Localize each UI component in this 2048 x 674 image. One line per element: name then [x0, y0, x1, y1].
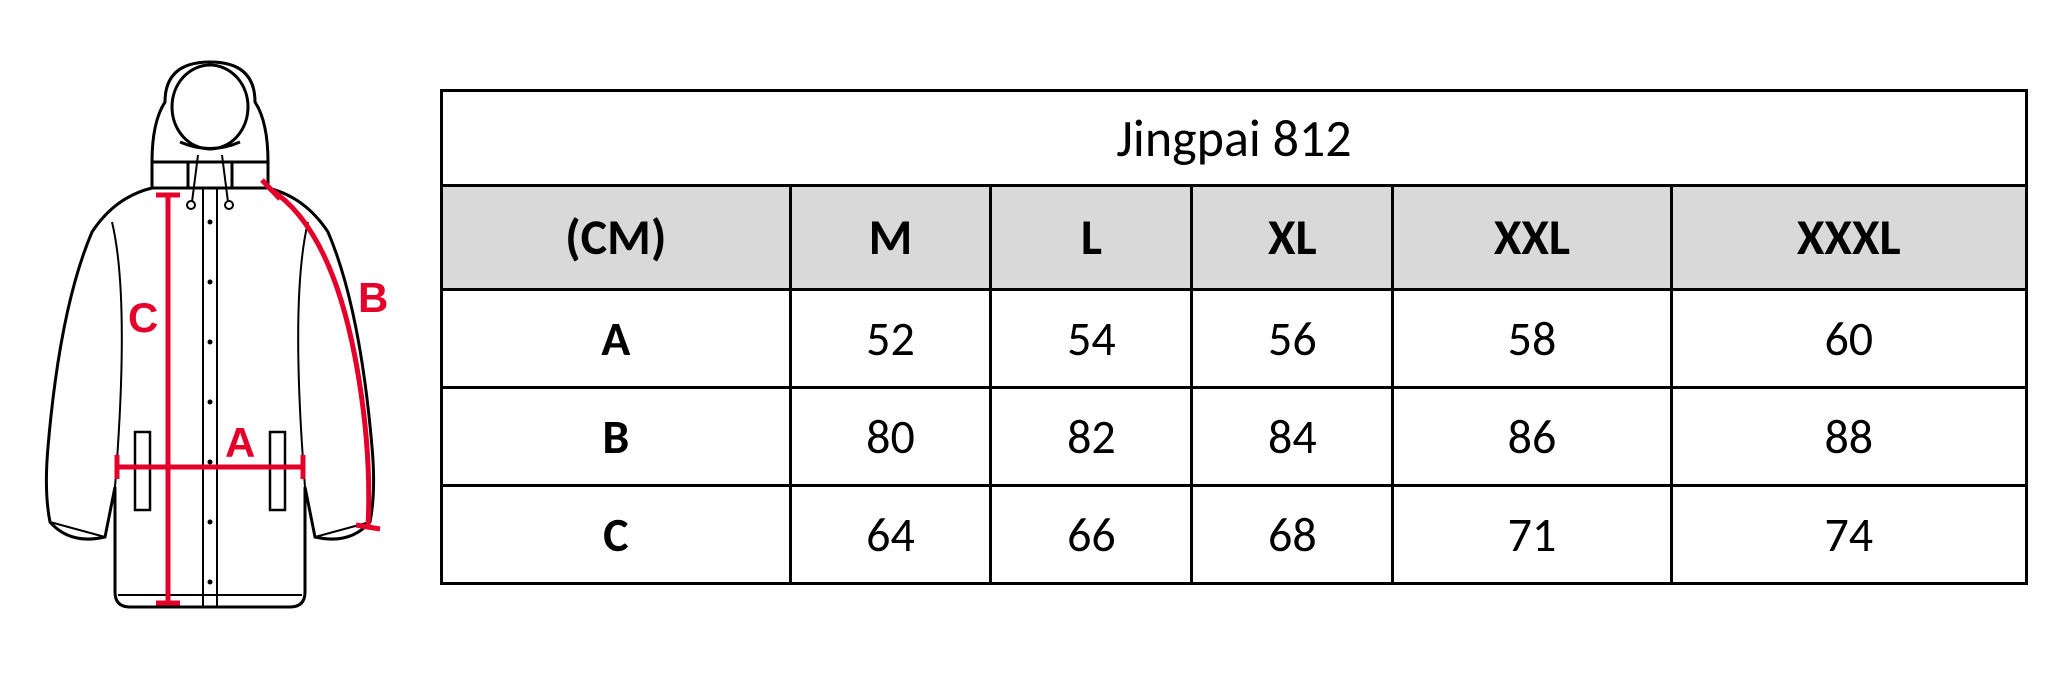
diagram-label-c: C [128, 294, 158, 341]
measure-label: B [442, 388, 791, 486]
measure-value: 56 [1192, 290, 1393, 388]
size-header: XL [1192, 186, 1393, 290]
jacket-diagram: A C B [20, 47, 400, 627]
size-header: XXXL [1671, 186, 2026, 290]
measure-value: 60 [1671, 290, 2026, 388]
diagram-label-a: A [225, 419, 255, 466]
size-header: L [991, 186, 1192, 290]
measure-value: 68 [1192, 486, 1393, 584]
size-chart-table: Jingpai 812 (CM) M L XL XXL XXXL A 52 54… [440, 89, 2028, 585]
diagram-label-b: B [358, 274, 388, 321]
measure-value: 84 [1192, 388, 1393, 486]
measure-value: 64 [790, 486, 991, 584]
unit-header: (CM) [442, 186, 791, 290]
measure-value: 74 [1671, 486, 2026, 584]
measure-label: A [442, 290, 791, 388]
size-header: XXL [1393, 186, 1671, 290]
measure-value: 71 [1393, 486, 1671, 584]
size-header: M [790, 186, 991, 290]
measure-value: 52 [790, 290, 991, 388]
table-header-row: (CM) M L XL XXL XXXL [442, 186, 2027, 290]
measure-value: 82 [991, 388, 1192, 486]
measure-label: C [442, 486, 791, 584]
measure-value: 88 [1671, 388, 2026, 486]
table-row: A 52 54 56 58 60 [442, 290, 2027, 388]
measure-value: 86 [1393, 388, 1671, 486]
product-title: Jingpai 812 [442, 91, 2027, 186]
table-row: C 64 66 68 71 74 [442, 486, 2027, 584]
table-row: B 80 82 84 86 88 [442, 388, 2027, 486]
measure-value: 66 [991, 486, 1192, 584]
measure-value: 80 [790, 388, 991, 486]
measure-value: 54 [991, 290, 1192, 388]
measure-value: 58 [1393, 290, 1671, 388]
